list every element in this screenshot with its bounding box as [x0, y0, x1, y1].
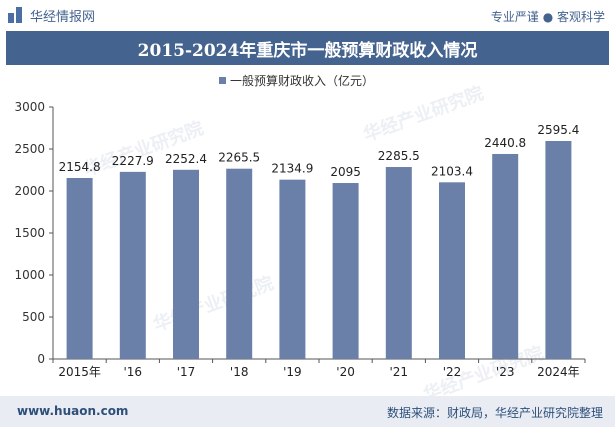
y-tick-label: 1000	[14, 268, 45, 282]
data-label: 2285.5	[378, 149, 420, 163]
bar	[545, 140, 572, 359]
bar	[66, 177, 93, 359]
x-tick-label: 2024年	[537, 365, 580, 379]
logo-icon	[8, 7, 24, 23]
website-link[interactable]: www.huaon.com	[17, 404, 129, 418]
bar	[332, 183, 359, 359]
data-label: 2095	[330, 165, 361, 179]
bar	[226, 168, 253, 359]
brand[interactable]: 华经情报网	[8, 6, 96, 25]
data-label: 2134.9	[271, 162, 313, 176]
y-tick-label: 2000	[14, 184, 45, 198]
x-tick-label: '22	[443, 365, 462, 379]
y-tick-label: 3000	[14, 100, 45, 114]
bar	[173, 169, 199, 359]
bar-chart: 一般预算财政收入（亿元） 0 500 1000 1500 2000 2500 3000 2154…	[14, 73, 586, 379]
y-tick-label: 0	[37, 352, 45, 366]
bar	[492, 153, 519, 359]
x-tick-label: '21	[390, 365, 409, 379]
data-source: 数据来源：财政局，华经产业研究院整理	[386, 406, 603, 420]
data-label: 2252.4	[165, 152, 207, 166]
data-label: 2440.8	[484, 136, 526, 150]
x-tick-label: '19	[283, 365, 302, 379]
brand-name: 华经情报网	[30, 9, 96, 25]
x-tick-label: '23	[496, 365, 515, 379]
data-label: 2103.4	[431, 164, 473, 178]
data-label: 2227.9	[112, 154, 154, 168]
chart-title: 2015-2024年重庆市一般预算财政收入情况	[137, 40, 478, 61]
data-label: 2154.8	[59, 160, 101, 174]
legend-swatch	[219, 77, 226, 84]
bar	[385, 167, 412, 359]
x-tick-label: '20	[336, 365, 355, 379]
data-label: 2595.4	[537, 123, 579, 137]
bar	[439, 182, 465, 359]
x-tick-label: '16	[124, 365, 143, 379]
title-bar: 2015-2024年重庆市一般预算财政收入情况	[6, 31, 609, 65]
x-tick-label: 2015年	[58, 365, 101, 379]
y-tick-label: 500	[22, 310, 45, 324]
bar	[119, 171, 146, 359]
tagline: 专业严谨 ● 客观科学	[490, 10, 605, 24]
y-tick-label: 1500	[14, 226, 45, 240]
x-tick-label: '17	[177, 365, 196, 379]
y-tick-label: 2500	[14, 142, 45, 156]
legend-label: 一般预算财政收入（亿元）	[230, 73, 374, 88]
footer: www.huaon.com 数据来源：财政局，华经产业研究院整理	[0, 396, 615, 427]
data-label: 2265.5	[218, 151, 260, 165]
top-bar: 华经情报网 专业严谨 ● 客观科学	[0, 0, 615, 30]
x-tick-label: '18	[230, 365, 249, 379]
bar	[279, 179, 306, 359]
